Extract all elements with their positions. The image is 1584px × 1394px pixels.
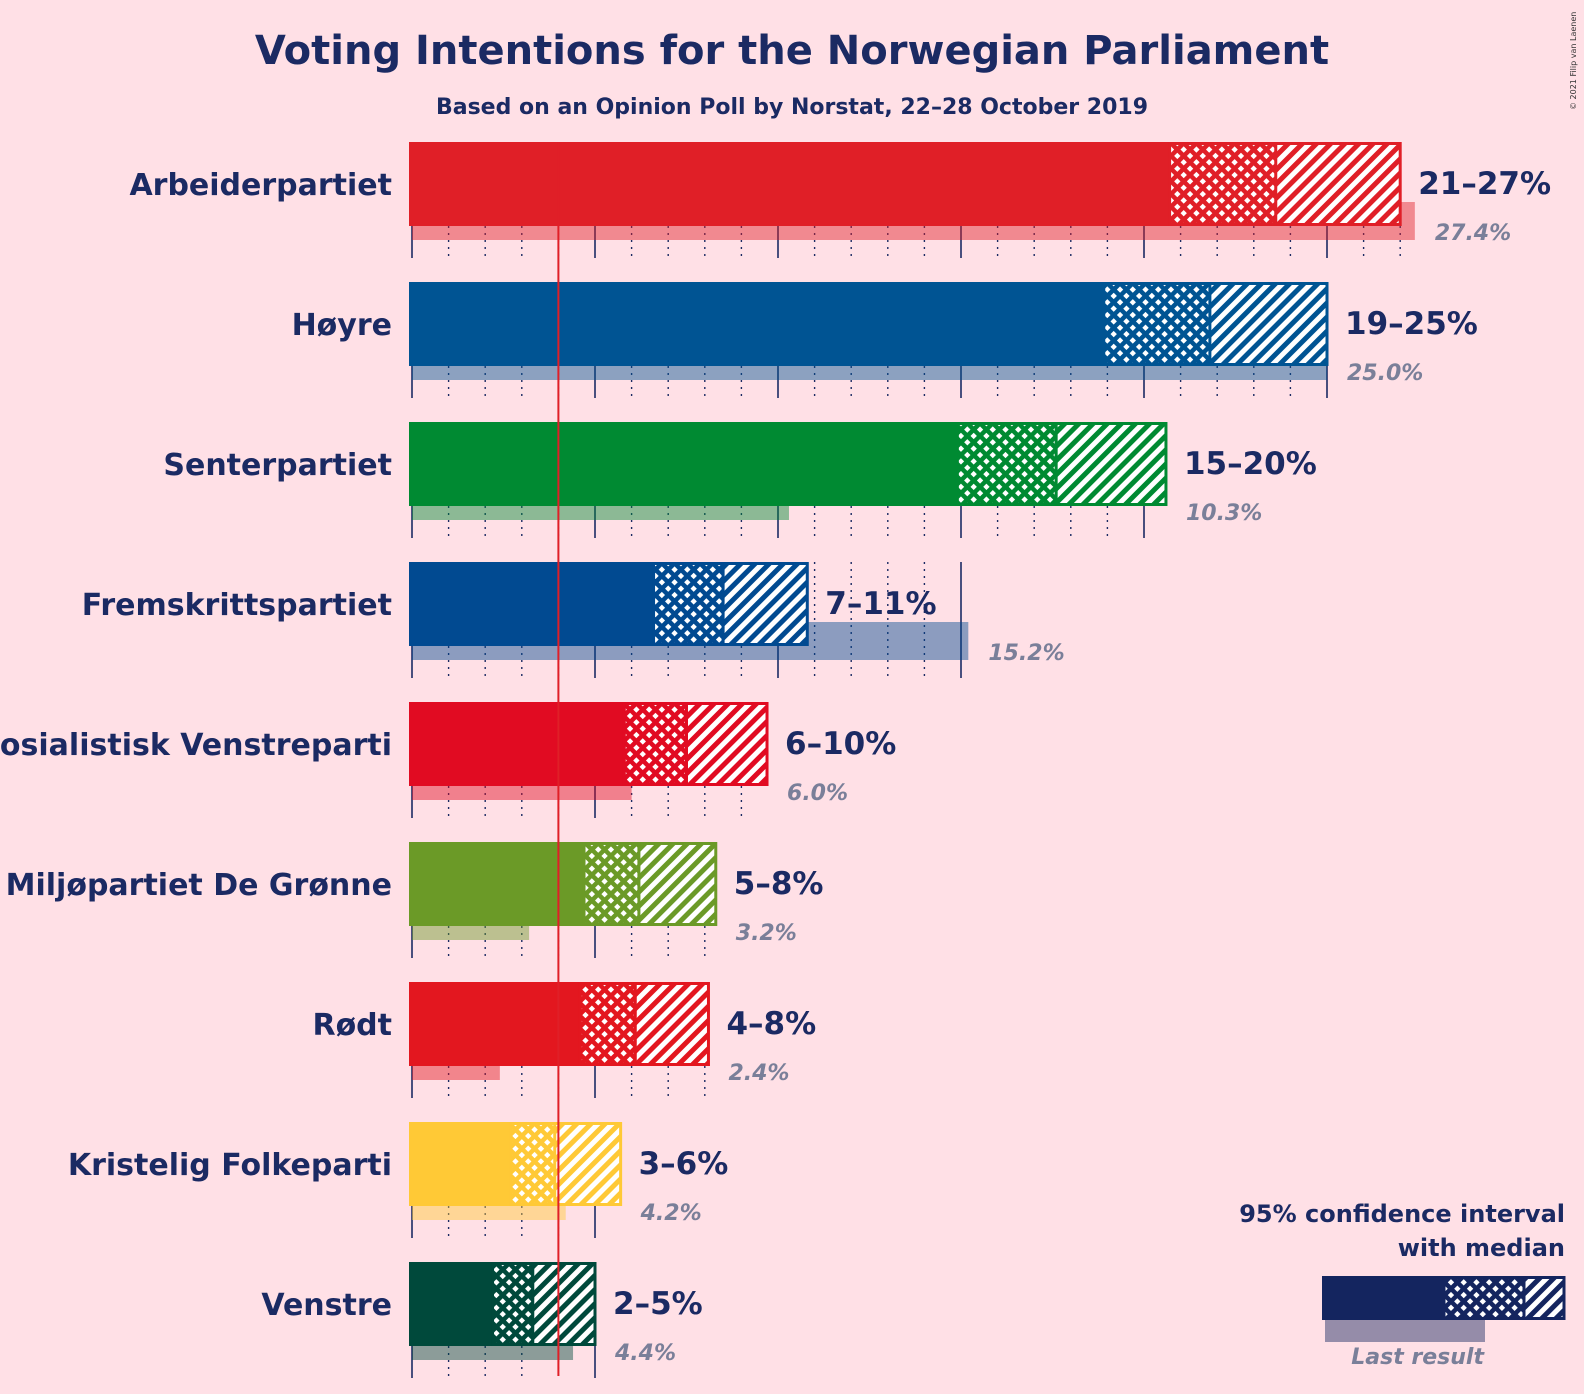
range-label: 19–25% [1345, 306, 1478, 342]
last-result-label: 10.3% [1186, 501, 1262, 526]
ci-outline [652, 562, 809, 646]
ci-upper-hatch [635, 982, 709, 1066]
last-result-label: 4.4% [614, 1341, 676, 1366]
last-result-label: 3.2% [736, 921, 797, 946]
ci-outline [1168, 142, 1402, 226]
chart-title: Voting Intentions for the Norwegian Parl… [255, 28, 1329, 74]
ci-upper-hatch [723, 562, 808, 646]
last-result-label: 27.4% [1435, 221, 1511, 246]
chart-subtitle: Based on an Opinion Poll by Norstat, 22–… [436, 95, 1148, 120]
legend: 95% confidence interval with median Last… [1239, 1200, 1566, 1370]
ci-upper-hatch [1275, 142, 1401, 226]
last-result-label: 4.2% [640, 1201, 702, 1226]
bar-solid [409, 982, 581, 1066]
range-label: 15–20% [1184, 446, 1317, 482]
party-label: Venstre [261, 1288, 392, 1323]
ci-upper-hatch [686, 702, 768, 786]
party-label: Miljøpartiet De Grønne [6, 868, 392, 903]
range-label: 7–11% [825, 586, 936, 622]
party-label: Kristelig Folkeparti [68, 1148, 392, 1183]
legend-swatch [1322, 1276, 1566, 1342]
ci-outline [622, 702, 769, 786]
party-label: Arbeiderpartiet [129, 168, 392, 203]
last-result-label: 2.4% [728, 1061, 789, 1086]
legend-hatch [1524, 1276, 1564, 1320]
last-result-label: 15.2% [988, 641, 1064, 666]
bar-solid [409, 1122, 511, 1206]
bar-solid [409, 562, 654, 646]
ci-lower-hatch [624, 702, 687, 786]
last-result-label: 25.0% [1347, 361, 1423, 386]
range-label: 4–8% [726, 1006, 816, 1042]
legend-line2: with median [1398, 1234, 1565, 1262]
range-label: 5–8% [734, 866, 824, 902]
party-label: Senterpartiet [163, 448, 392, 483]
ci-upper-hatch [1056, 422, 1166, 506]
ci-outline [1102, 282, 1329, 366]
bar-solid [409, 842, 585, 926]
ci-outline [582, 842, 718, 926]
ci-outline [578, 982, 710, 1066]
ci-upper-hatch [1209, 282, 1327, 366]
last-result-label: 6.0% [787, 781, 848, 806]
ci-lower-hatch [492, 1262, 533, 1346]
ci-outline [955, 422, 1168, 506]
ci-lower-hatch [1103, 282, 1210, 366]
ci-upper-hatch [554, 1122, 621, 1206]
legend-last-result: Last result [1351, 1345, 1485, 1370]
range-label: 3–6% [639, 1146, 729, 1182]
party-label: Rødt [312, 1008, 392, 1043]
ci-lower-hatch [580, 982, 636, 1066]
legend-outline [1442, 1276, 1566, 1320]
bar-solid [409, 702, 625, 786]
party-label: Fremskrittspartiet [82, 588, 392, 623]
bar-solid [409, 1262, 493, 1346]
legend-last-bar [1325, 1320, 1485, 1342]
party-label: Sosialistisk Venstreparti [0, 728, 392, 763]
range-label: 21–27% [1418, 166, 1551, 202]
range-label: 2–5% [613, 1286, 703, 1322]
bars-layer: Arbeiderpartiet 21–27% 27.4% Høyre 19–25% 25.… [0, 142, 1551, 1366]
range-label: 6–10% [785, 726, 896, 762]
ci-outline [509, 1122, 623, 1206]
bar-solid [409, 282, 1104, 366]
ci-lower-hatch [957, 422, 1057, 506]
ci-lower-hatch [653, 562, 724, 646]
ci-lower-hatch [510, 1122, 555, 1206]
ci-upper-hatch [532, 1262, 595, 1346]
party-label: Høyre [292, 308, 392, 343]
ci-lower-hatch [584, 842, 639, 926]
ci-lower-hatch [1169, 142, 1276, 226]
legend-line1: 95% confidence interval [1239, 1200, 1565, 1228]
ci-outline [491, 1262, 597, 1346]
ci-upper-hatch [638, 842, 716, 926]
legend-solid [1322, 1276, 1444, 1320]
bar-solid [409, 422, 958, 506]
copyright: © 2021 Filip van Laenen [1569, 12, 1578, 110]
legend-cross [1444, 1276, 1524, 1320]
bar-solid [409, 142, 1170, 226]
